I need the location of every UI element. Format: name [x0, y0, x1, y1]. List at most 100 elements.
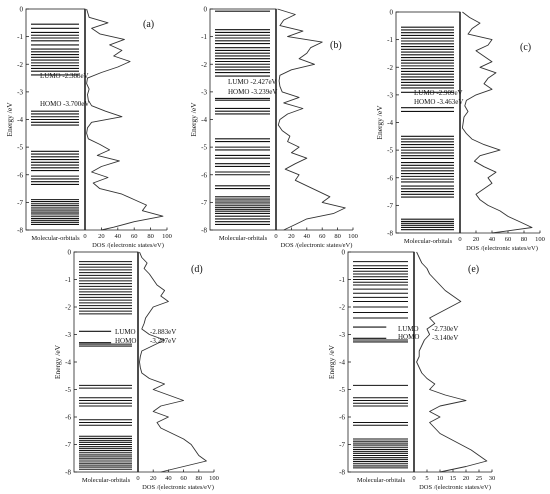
homo-label: HOMO -3.239eV	[228, 88, 277, 96]
dos-panel-b: 0 -1 -2 -3 -4 -5 -6 -7 -8 Energy /eV 0 20 40 60 80 100 M…	[189, 6, 358, 250]
panel-label: (d)	[191, 264, 203, 275]
y-axis-label: Energy /eV	[327, 344, 336, 379]
y-tick-label: -3	[339, 331, 345, 339]
dos-panel-a: 0 -1 -2 -3 -4 -5 -6 -7 -8 Energy /eV 0 20 40 60 80 100 M…	[5, 6, 172, 250]
x-tick-label: 100	[162, 233, 172, 240]
lumo-value: -2.883eV	[150, 328, 176, 336]
lumo-value: -2.730eV	[432, 325, 458, 333]
y-tick-label: -6	[201, 171, 207, 179]
homo-label: HOMO	[398, 333, 419, 341]
x-tick-label: 60	[319, 233, 326, 240]
x-tick-label: 20	[150, 475, 157, 482]
panel-label: (b)	[330, 40, 342, 51]
lumo-label: LUMO	[115, 328, 136, 336]
y-axis-label: Energy /eV	[5, 102, 14, 137]
x-tick-label: 100	[348, 233, 358, 240]
y-tick-label: -8	[65, 469, 71, 477]
homo-value: -3.140eV	[432, 334, 458, 342]
y-tick-label: -3	[387, 91, 393, 99]
y-tick-label: -8	[17, 227, 23, 235]
lumo-label: LUMO -2.909eV	[414, 89, 463, 97]
x-tick-label: 60	[180, 475, 187, 482]
x-tick-label: 100	[209, 475, 219, 482]
x-tick-label: 60	[131, 233, 138, 240]
x-tick-label: 15	[450, 475, 457, 482]
dos-panel-c: 0 -1 -2 -3 -4 -5 -6 -7 -8 Energy /eV 0 20 40 60 80 100 M…	[375, 9, 545, 253]
y-tick-label: -3	[17, 88, 23, 96]
y-tick-label: -1	[201, 33, 207, 41]
lumo-label: LUMO -2.427eV	[228, 78, 277, 86]
homo-label: HOMO	[115, 337, 136, 345]
dos-panel-d: 0 -1 -2 -3 -4 -5 -6 -7 -8 Energy /eV 0 20 40 60 80 100 M…	[53, 249, 219, 492]
y-axis-label: Energy /eV	[53, 344, 62, 379]
y-tick-label: -1	[17, 33, 23, 41]
y-tick-label: -4	[339, 359, 345, 367]
y-tick-label: 0	[20, 6, 24, 14]
orbital-axis-label: Molecular-orbitals	[357, 477, 406, 484]
dos-curve	[277, 8, 346, 231]
y-tick-label: -5	[387, 147, 393, 155]
y-tick-label: -5	[339, 386, 345, 394]
dos-curve	[86, 8, 164, 231]
y-tick-label: 0	[390, 9, 394, 17]
y-tick-label: -1	[387, 36, 393, 44]
orbital-axis-label: Molecular-orbitals	[404, 238, 453, 245]
x-tick-label: 40	[165, 475, 172, 482]
y-tick-label: -6	[17, 171, 23, 179]
orbital-axis-label: Molecular-orbitals	[219, 235, 268, 242]
x-tick-label: 20	[288, 233, 295, 240]
y-tick-label: -6	[339, 414, 345, 422]
x-tick-label: 60	[505, 236, 512, 243]
x-tick-label: 0	[136, 475, 139, 482]
panel-label: (a)	[143, 19, 154, 30]
x-tick-label: 10	[437, 475, 444, 482]
x-tick-label: 40	[115, 233, 122, 240]
y-tick-label: -1	[339, 276, 345, 284]
y-tick-label: -8	[387, 230, 393, 238]
dos-curve	[461, 11, 533, 234]
dos-curve	[139, 251, 207, 473]
y-tick-label: -2	[339, 304, 345, 312]
x-tick-label: 40	[489, 236, 496, 243]
x-tick-label: 80	[334, 233, 341, 240]
y-tick-label: -5	[17, 144, 23, 152]
x-tick-label: 80	[196, 475, 203, 482]
orbital-frame	[395, 11, 461, 234]
y-axis-label: Energy /eV	[189, 102, 198, 137]
x-tick-label: 80	[521, 236, 528, 243]
y-tick-label: -7	[387, 202, 393, 210]
y-tick-label: -7	[17, 199, 23, 207]
orbital-axis-label: Molecular-orbitals	[31, 235, 80, 242]
y-tick-label: -2	[17, 61, 23, 69]
y-tick-label: -7	[65, 441, 71, 449]
dos-axis-label: DOS /(electronic states/eV)	[466, 245, 538, 252]
y-tick-label: 0	[342, 249, 346, 257]
x-tick-label: 30	[489, 475, 496, 482]
y-tick-label: -3	[201, 88, 207, 96]
x-tick-label: 80	[147, 233, 154, 240]
y-tick-label: -6	[65, 414, 71, 422]
homo-value: -3.297eV	[150, 337, 176, 345]
y-tick-label: 0	[68, 249, 72, 257]
y-tick-label: -7	[339, 441, 345, 449]
y-tick-label: -4	[17, 116, 23, 124]
dos-panel-e: 0 -1 -2 -3 -4 -5 -6 -7 -8 Energy /eV 0 5 10 15 20 25 30 M…	[327, 249, 495, 492]
y-tick-label: -2	[387, 64, 393, 72]
y-tick-label: 0	[204, 6, 208, 14]
dos-axis-label: DOS /(electronic states/eV)	[281, 242, 353, 249]
y-tick-label: -8	[201, 227, 207, 235]
y-tick-label: -1	[65, 276, 71, 284]
lumo-label: LUMO	[398, 325, 419, 333]
x-tick-label: 40	[304, 233, 311, 240]
x-tick-label: 0	[274, 233, 277, 240]
x-tick-label: 0	[412, 475, 415, 482]
lumo-label: LUMO -2.388eV	[40, 72, 89, 80]
y-tick-label: -5	[65, 386, 71, 394]
x-tick-label: 20	[463, 475, 470, 482]
y-tick-label: -2	[65, 304, 71, 312]
x-tick-label: 25	[476, 475, 483, 482]
x-tick-label: 5	[425, 475, 428, 482]
x-tick-label: 20	[473, 236, 480, 243]
x-tick-label: 20	[98, 233, 105, 240]
x-tick-label: 100	[535, 236, 545, 243]
